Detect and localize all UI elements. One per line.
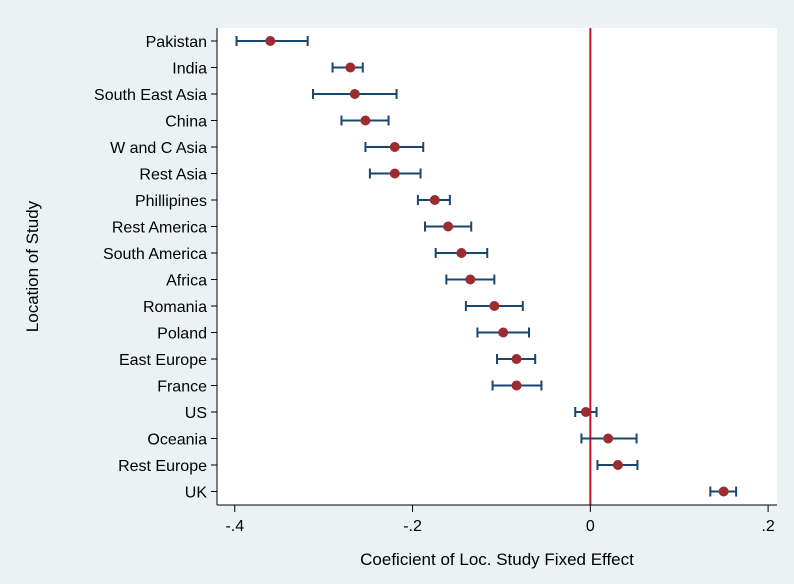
data-point-rest-asia	[389, 168, 400, 179]
data-point-oceania	[603, 433, 614, 444]
data-point-rest-america	[443, 221, 454, 232]
data-point-rest-europe	[612, 460, 623, 470]
data-point-south-east-asia	[349, 89, 360, 99]
y-tick-label: Rest Europe	[118, 458, 207, 475]
data-point-africa	[465, 274, 476, 285]
data-point-east-europe	[511, 354, 522, 364]
data-point-poland	[498, 327, 509, 338]
y-tick-label: Rest America	[112, 220, 207, 237]
y-tick-label: US	[185, 405, 207, 422]
x-tick-label: -.4	[225, 518, 244, 535]
y-tick-label: China	[165, 114, 207, 131]
y-tick-label: Pakistan	[146, 34, 207, 51]
y-tick-label: India	[172, 61, 207, 78]
data-point-south-america	[456, 248, 467, 258]
y-tick-label: East Europe	[119, 352, 207, 369]
y-axis-title: Location of Study	[23, 200, 42, 332]
y-tick-label: Oceania	[147, 432, 207, 449]
data-point-phillipines	[429, 195, 440, 205]
data-point-france	[511, 380, 522, 391]
data-point-us	[580, 407, 591, 417]
y-tick-label: France	[157, 379, 207, 396]
y-tick-label: W and C Asia	[110, 140, 207, 157]
data-point-w-and-c-asia	[389, 142, 400, 152]
x-tick-label: 0	[586, 518, 595, 535]
x-tick-label: .2	[761, 518, 774, 535]
y-tick-label: South America	[103, 246, 207, 263]
y-tick-label: Romania	[143, 299, 207, 316]
y-tick-label: Poland	[157, 326, 207, 343]
data-point-india	[345, 62, 356, 73]
y-tick-label: Rest Asia	[139, 167, 207, 184]
x-axis-title: Coeficient of Loc. Study Fixed Effect	[360, 550, 634, 569]
data-point-uk	[718, 486, 729, 497]
y-tick-label: Phillipines	[135, 193, 207, 210]
y-tick-label: UK	[185, 485, 208, 502]
plot-area	[217, 28, 777, 505]
data-point-pakistan	[265, 36, 276, 46]
y-tick-label: South East Asia	[94, 87, 207, 104]
data-point-china	[360, 115, 371, 126]
x-tick-label: -.2	[403, 518, 422, 535]
y-tick-label: Africa	[166, 273, 207, 290]
data-point-romania	[489, 301, 500, 311]
